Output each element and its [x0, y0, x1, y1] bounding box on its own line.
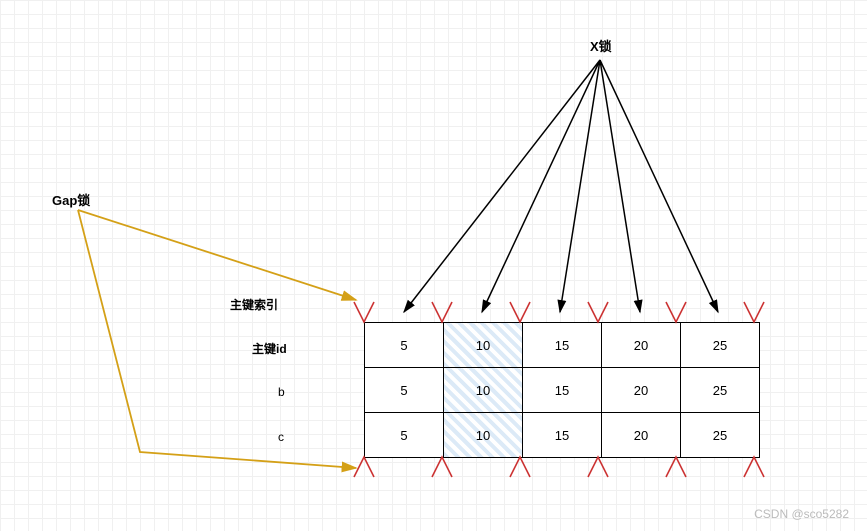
c-label: c [278, 430, 284, 444]
cell: 25 [681, 368, 760, 413]
cell: 15 [523, 323, 602, 368]
cell: 15 [523, 368, 602, 413]
cell: 15 [523, 413, 602, 458]
cell: 10 [444, 323, 523, 368]
pk-label: 主键id [252, 340, 287, 357]
cell: 20 [602, 323, 681, 368]
gaplock-label: Gap锁 [52, 190, 90, 209]
cell: 25 [681, 413, 760, 458]
table-row: 5 10 15 20 25 [365, 413, 760, 458]
table-row: 5 10 15 20 25 [365, 323, 760, 368]
xlock-label: X锁 [590, 36, 612, 55]
index-label: 主键索引 [230, 296, 278, 313]
cell: 10 [444, 368, 523, 413]
cell: 5 [365, 368, 444, 413]
data-table: 5 10 15 20 25 5 10 15 20 25 5 10 15 20 2… [364, 322, 760, 458]
cell: 20 [602, 413, 681, 458]
watermark: CSDN @sco5282 [754, 507, 849, 521]
b-label: b [278, 385, 285, 399]
cell: 25 [681, 323, 760, 368]
cell: 5 [365, 413, 444, 458]
cell: 10 [444, 413, 523, 458]
cell: 20 [602, 368, 681, 413]
table-row: 5 10 15 20 25 [365, 368, 760, 413]
cell: 5 [365, 323, 444, 368]
